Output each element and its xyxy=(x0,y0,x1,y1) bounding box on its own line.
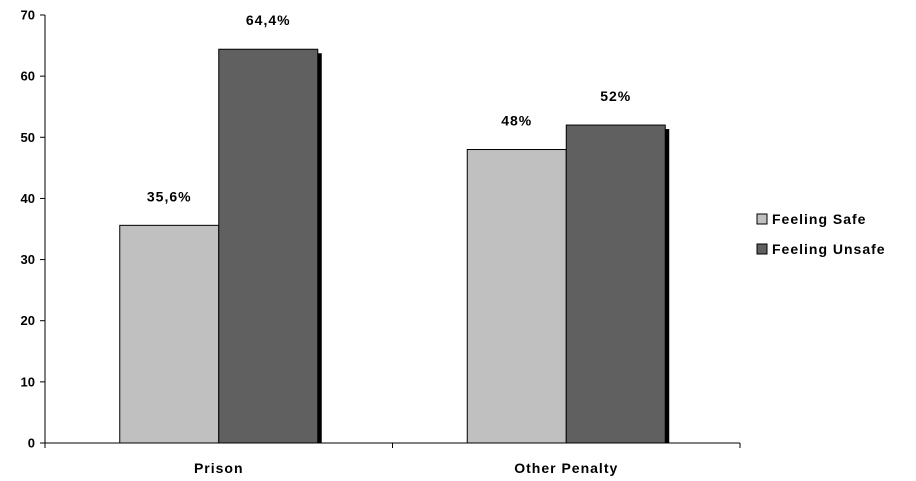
y-tick-label: 30 xyxy=(21,252,35,267)
y-tick-label: 50 xyxy=(21,130,35,145)
y-tick-label: 70 xyxy=(21,8,35,23)
bar-feeling-safe-prison xyxy=(119,224,220,444)
data-label: 52% xyxy=(600,88,631,104)
category-label: Prison xyxy=(194,460,244,476)
legend-label: Feeling Safe xyxy=(772,211,866,227)
data-label: 35,6% xyxy=(147,188,192,204)
legend-label: Feeling Unsafe xyxy=(772,241,886,257)
labels: 35,6% 64,4% Prison 48% 52% Other Penalty xyxy=(147,12,631,476)
data-label: 64,4% xyxy=(246,12,291,28)
bar-shadow xyxy=(665,129,670,444)
legend-swatch xyxy=(756,243,768,255)
bar-feeling-unsafe-other-penalty xyxy=(565,124,666,444)
category-label: Other Penalty xyxy=(514,460,618,476)
legend: Feeling Safe Feeling Unsafe xyxy=(756,211,886,257)
y-tick-label: 60 xyxy=(21,69,35,84)
bar-feeling-unsafe-prison xyxy=(218,48,319,444)
y-tick-label: 40 xyxy=(21,191,35,206)
bar-shadow xyxy=(317,53,322,444)
data-label: 48% xyxy=(501,113,532,129)
legend-swatch xyxy=(756,213,768,225)
y-tick-label: 0 xyxy=(28,436,35,451)
bars xyxy=(119,48,670,444)
bar-feeling-safe-other-penalty xyxy=(466,149,567,444)
y-tick-label: 10 xyxy=(21,374,35,389)
y-tick-label: 20 xyxy=(21,313,35,328)
